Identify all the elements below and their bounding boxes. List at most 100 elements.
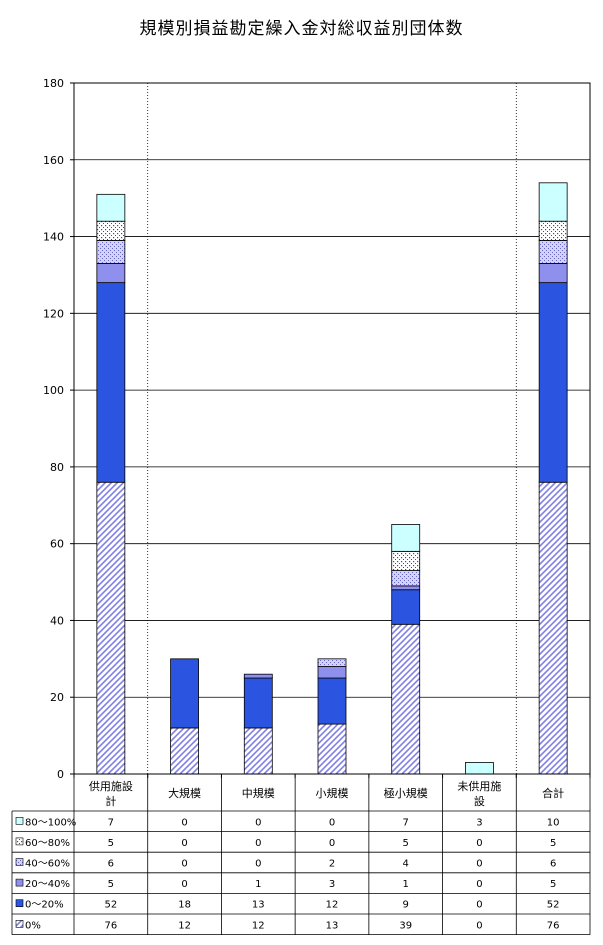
- legend-label: 80～100%: [25, 817, 76, 828]
- table-value: 52: [104, 900, 117, 911]
- table-value: 0: [329, 817, 335, 828]
- table-value: 12: [178, 920, 191, 931]
- bar-segment-6: [391, 524, 421, 552]
- legend-swatch: [15, 919, 24, 928]
- table-value: 9: [403, 900, 409, 911]
- table-value: 12: [252, 920, 265, 931]
- category-label: 中規模: [242, 786, 275, 800]
- table-value: 3: [329, 879, 335, 890]
- bar-segment-1: [243, 727, 273, 775]
- bar-segment-3: [391, 585, 421, 591]
- table-value: 5: [108, 838, 114, 849]
- y-tick-label: 100: [43, 384, 64, 397]
- table-value: 13: [326, 920, 339, 931]
- y-tick-label: 20: [50, 691, 64, 704]
- table-value: 1: [255, 879, 261, 890]
- legend-swatch: [15, 837, 24, 846]
- y-tick-label: 140: [43, 231, 64, 244]
- bar-segment-2: [243, 677, 273, 729]
- legend-label: 60～80%: [25, 838, 70, 849]
- table-value: 0: [255, 859, 261, 870]
- bar-segment-2: [317, 677, 347, 725]
- bar-segment-4: [96, 239, 126, 264]
- table-value: 12: [326, 900, 339, 911]
- table-value: 10: [547, 817, 560, 828]
- bar-segment-1: [538, 481, 568, 775]
- bar-segment-2: [538, 282, 568, 483]
- bar-segment-6: [538, 182, 568, 222]
- table-value: 0: [181, 859, 187, 870]
- bar-segment-6: [465, 762, 494, 775]
- table-value: 39: [399, 920, 412, 931]
- bar-segment-2: [96, 282, 126, 483]
- table-value: 2: [329, 859, 335, 870]
- legend-swatch: [15, 816, 24, 825]
- bar-segment-1: [96, 481, 126, 775]
- table-value: 76: [547, 920, 560, 931]
- table-value: 0: [329, 838, 335, 849]
- bar-segment-1: [317, 723, 347, 775]
- category-label: 供用施設: [89, 779, 133, 793]
- legend-swatch: [15, 899, 24, 908]
- table-value: 5: [403, 838, 409, 849]
- legend-label: 40～60%: [25, 859, 70, 870]
- bar-segment-5: [391, 550, 421, 571]
- table-value: 52: [547, 900, 560, 911]
- table-value: 0: [476, 838, 482, 849]
- legend-label: 0～20%: [25, 900, 64, 911]
- table-value: 0: [476, 900, 482, 911]
- table-value: 13: [252, 900, 265, 911]
- category-label: 大規模: [168, 786, 201, 800]
- bar-segment-5: [538, 220, 568, 241]
- table-value: 0: [255, 838, 261, 849]
- bar-segment-4: [538, 239, 568, 264]
- table-value: 1: [403, 879, 409, 890]
- category-label: 極小規模: [384, 786, 428, 800]
- category-label: 計: [105, 794, 116, 808]
- table-value: 0: [255, 817, 261, 828]
- bar-segment-1: [391, 623, 421, 775]
- bar-segment-3: [317, 666, 347, 679]
- table-value: 5: [550, 838, 556, 849]
- bar-segment-5: [96, 220, 126, 241]
- legend-swatch: [15, 858, 24, 866]
- bar-segment-4: [391, 570, 421, 587]
- table-value: 18: [178, 900, 191, 911]
- table-value: 7: [108, 817, 114, 828]
- table-value: 0: [476, 920, 482, 931]
- table-value: 0: [181, 817, 187, 828]
- table-value: 7: [403, 817, 409, 828]
- table-value: 0: [476, 879, 482, 890]
- legend-label: 20～40%: [25, 879, 70, 890]
- bar-segment-3: [96, 263, 126, 284]
- y-tick-label: 80: [50, 461, 64, 474]
- legend-label: 0%: [25, 920, 41, 931]
- legend-swatch: [15, 878, 24, 887]
- bar-segment-3: [538, 263, 568, 284]
- category-label: 合計: [542, 786, 564, 800]
- y-tick-label: 120: [43, 307, 64, 320]
- y-tick-label: 60: [50, 538, 64, 551]
- table-value: 5: [108, 879, 114, 890]
- table-value: 5: [550, 879, 556, 890]
- bar-segment-1: [170, 727, 199, 775]
- table-value: 0: [181, 879, 187, 890]
- category-label: 未供用施: [457, 779, 501, 793]
- bar-segment-2: [170, 658, 199, 729]
- y-tick-label: 160: [43, 154, 64, 167]
- table-value: 6: [108, 859, 114, 870]
- category-label: 小規模: [316, 786, 349, 800]
- chart-title: 規模別損益勘定繰入金対総収益別団体数: [139, 19, 464, 39]
- y-tick-label: 0: [57, 768, 64, 781]
- y-tick-label: 40: [50, 614, 64, 627]
- table-value: 4: [403, 859, 409, 870]
- table-value: 3: [476, 817, 482, 828]
- y-tick-label: 180: [43, 77, 64, 90]
- bar-segment-3: [243, 673, 273, 679]
- table-value: 6: [550, 859, 556, 870]
- bar-segment-6: [96, 193, 126, 222]
- category-label: 設: [474, 794, 485, 808]
- table-value: 76: [104, 920, 117, 931]
- table-value: 0: [181, 838, 187, 849]
